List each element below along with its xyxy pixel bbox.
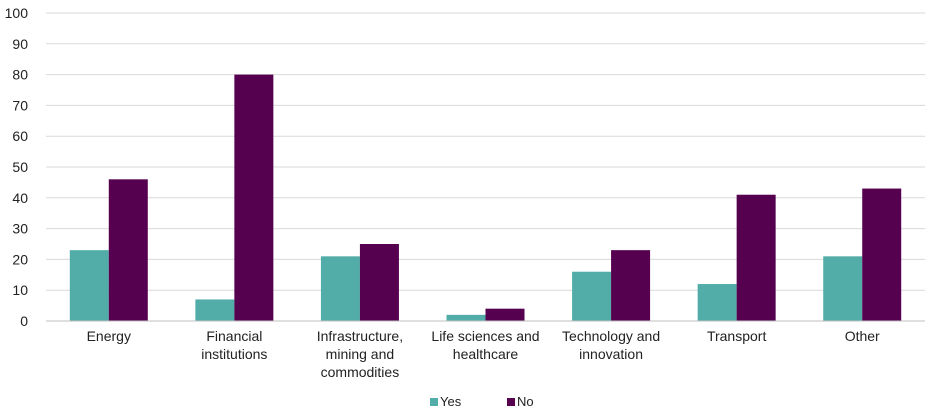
legend-label-yes: Yes bbox=[440, 394, 462, 409]
bar-yes-1 bbox=[195, 299, 235, 321]
category-label: Life sciences and bbox=[431, 328, 539, 344]
category-label: Other bbox=[845, 328, 880, 344]
y-tick-label: 80 bbox=[12, 67, 28, 83]
category-label: Infrastructure, bbox=[317, 328, 403, 344]
category-label: Financial bbox=[206, 328, 262, 344]
y-tick-label: 40 bbox=[12, 190, 28, 206]
legend-swatch-yes bbox=[430, 398, 438, 406]
gridlines bbox=[46, 12, 925, 291]
bar-no-6 bbox=[862, 188, 902, 321]
bar-no-4 bbox=[611, 250, 651, 321]
y-tick-label: 60 bbox=[12, 128, 28, 144]
y-tick-label: 30 bbox=[12, 221, 28, 237]
bar-yes-6 bbox=[823, 256, 863, 321]
y-tick-label: 90 bbox=[12, 36, 28, 52]
y-tick-label: 10 bbox=[12, 282, 28, 298]
bar-yes-2 bbox=[320, 256, 360, 321]
bar-no-0 bbox=[108, 179, 148, 321]
y-axis-ticks: 0 10 20 30 40 50 60 70 80 90 100 bbox=[5, 5, 29, 329]
bar-no-5 bbox=[736, 194, 776, 321]
legend: Yes No bbox=[430, 394, 534, 409]
x-axis-labels: Energy Financial institutions Infrastructur… bbox=[87, 328, 880, 380]
category-label: Technology and bbox=[562, 328, 660, 344]
bar-yes-3 bbox=[446, 314, 486, 321]
category-label: Transport bbox=[707, 328, 767, 344]
bars bbox=[69, 74, 902, 321]
bar-no-1 bbox=[234, 74, 274, 321]
y-tick-label: 20 bbox=[12, 251, 28, 267]
category-label: mining and bbox=[326, 346, 395, 362]
y-tick-label: 0 bbox=[20, 313, 28, 329]
y-tick-label: 100 bbox=[5, 5, 29, 21]
category-label: Energy bbox=[87, 328, 131, 344]
legend-label-no: No bbox=[517, 394, 534, 409]
bar-no-3 bbox=[485, 308, 525, 321]
category-label: commodities bbox=[321, 364, 400, 380]
category-label: institutions bbox=[201, 346, 267, 362]
legend-swatch-no bbox=[507, 398, 515, 406]
category-label: innovation bbox=[579, 346, 643, 362]
bar-yes-4 bbox=[572, 271, 612, 321]
bar-yes-0 bbox=[69, 250, 109, 321]
bar-yes-5 bbox=[697, 284, 737, 321]
bar-no-2 bbox=[359, 244, 399, 321]
y-tick-label: 50 bbox=[12, 159, 28, 175]
category-label: healthcare bbox=[453, 346, 519, 362]
y-tick-label: 70 bbox=[12, 97, 28, 113]
